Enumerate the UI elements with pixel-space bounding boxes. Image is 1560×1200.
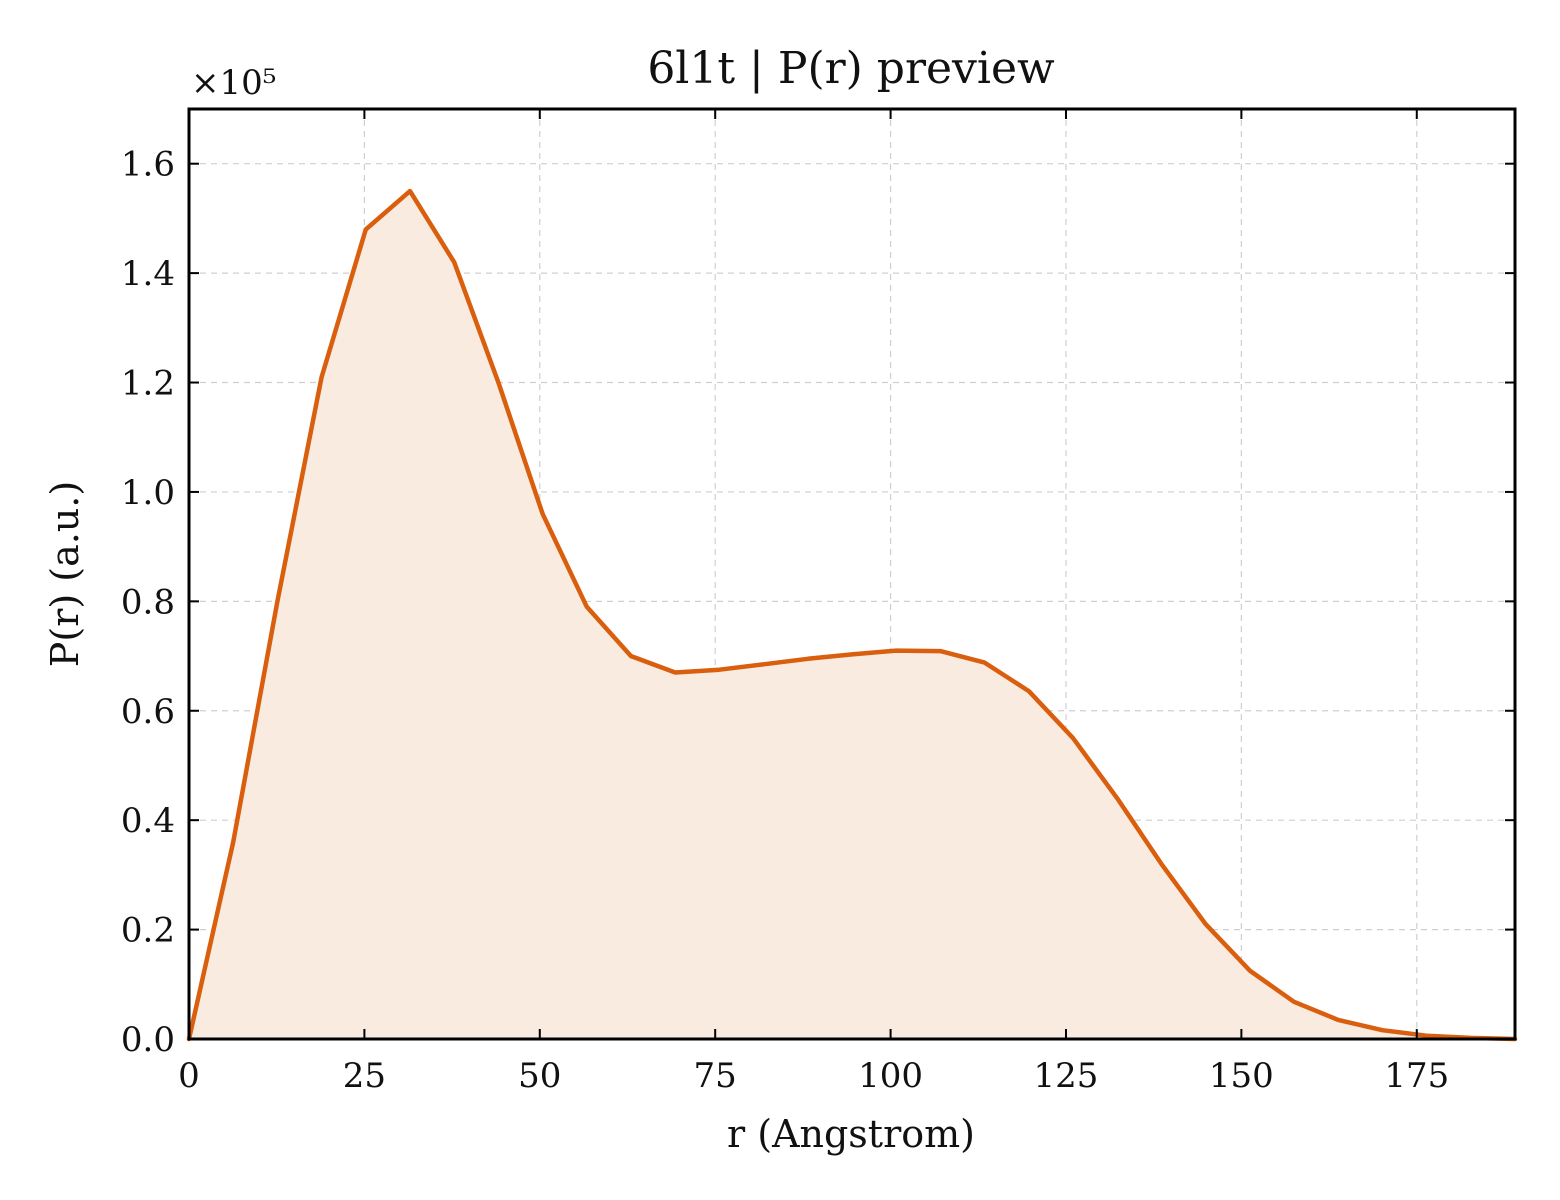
y-tick-label: 0.8 — [121, 582, 175, 622]
x-tick-label: 175 — [1384, 1056, 1449, 1096]
y-axis: 0.0 0.2 0.4 0.6 0.8 1.0 1.2 1.4 1.6 — [121, 145, 1515, 1060]
x-tick-label: 75 — [694, 1056, 737, 1096]
y-tick-label: 1.0 — [121, 473, 175, 513]
pr-area-fill — [189, 191, 1515, 1040]
y-tick-label: 1.6 — [121, 145, 175, 185]
x-axis: 0 25 50 75 100 125 150 175 — [178, 109, 1449, 1096]
y-tick-label: 1.4 — [121, 254, 175, 294]
pr-series-line — [186, 188, 1518, 1042]
y-tick-label: 0.2 — [121, 911, 175, 951]
x-axis-label: r (Angstrom) — [727, 1112, 975, 1156]
y-offset-label: ×10⁵ — [191, 63, 276, 103]
plot-frame — [187, 107, 1517, 1041]
y-tick-label: 0.6 — [121, 692, 175, 732]
y-tick-label: 0.4 — [121, 801, 175, 841]
x-tick-label: 0 — [178, 1056, 200, 1096]
y-axis-label: P(r) (a.u.) — [43, 481, 87, 667]
y-tick-label: 1.2 — [121, 364, 175, 404]
y-tick-label: 0.0 — [121, 1020, 175, 1060]
x-tick-label: 150 — [1209, 1056, 1274, 1096]
x-tick-label: 125 — [1034, 1056, 1099, 1096]
chart-title: 6l1t | P(r) preview — [647, 43, 1055, 94]
x-tick-label: 100 — [858, 1056, 923, 1096]
x-tick-label: 50 — [518, 1056, 561, 1096]
x-tick-label: 25 — [343, 1056, 386, 1096]
